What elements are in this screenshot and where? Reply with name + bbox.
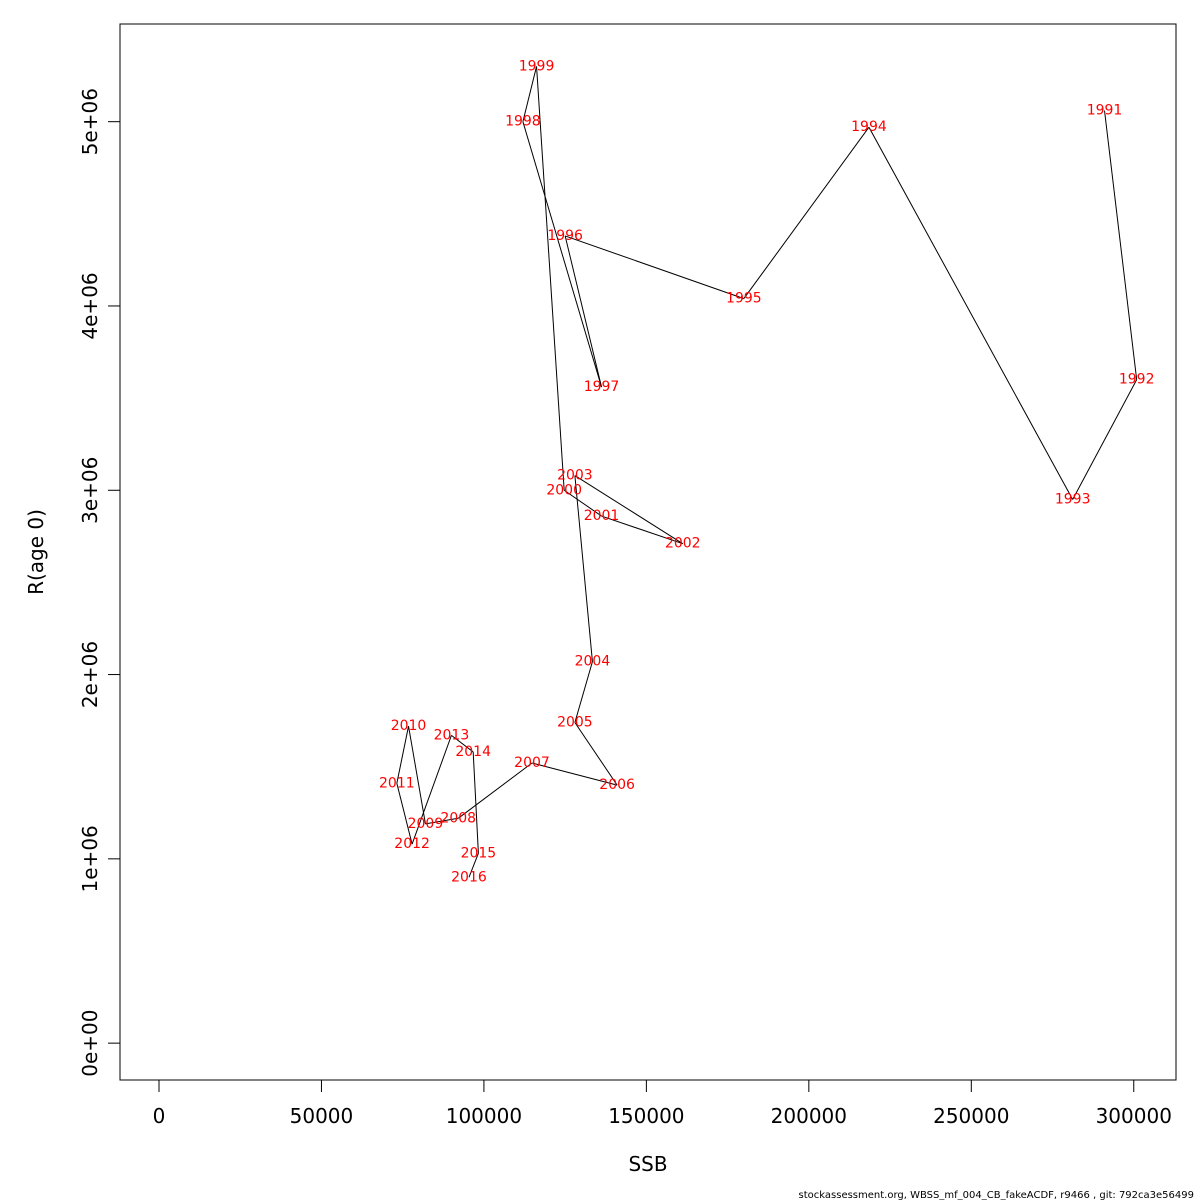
series-segment bbox=[531, 762, 618, 786]
point-label-2005: 2005 bbox=[557, 714, 593, 730]
point-label-1992: 1992 bbox=[1119, 372, 1155, 388]
point-label-2008: 2008 bbox=[440, 810, 476, 826]
x-axis-title: SSB bbox=[628, 1152, 667, 1176]
point-labels: 1991 1992 1993 1994 1995 1996 1997 1998 1999 2000… bbox=[379, 58, 1154, 885]
series-segment bbox=[868, 126, 1074, 500]
point-label-2002: 2002 bbox=[665, 536, 701, 552]
point-label-1996: 1996 bbox=[547, 228, 583, 244]
point-label-2009: 2009 bbox=[408, 816, 444, 832]
x-tick-label: 50000 bbox=[290, 1104, 354, 1128]
y-axis: 0e+00 1e+06 2e+06 3e+06 4e+06 5e+06 bbox=[78, 88, 121, 1077]
point-label-2016: 2016 bbox=[451, 869, 487, 885]
point-label-2004: 2004 bbox=[575, 654, 611, 670]
point-label-1995: 1995 bbox=[726, 291, 762, 307]
point-label-2015: 2015 bbox=[461, 845, 497, 861]
series-segment bbox=[425, 817, 459, 825]
series-segment bbox=[574, 661, 593, 723]
y-tick-label: 5e+06 bbox=[78, 88, 102, 155]
series-segment bbox=[536, 66, 565, 491]
plot-frame bbox=[119, 23, 1177, 1081]
x-tick-label: 0 bbox=[153, 1104, 166, 1128]
series-segment bbox=[451, 734, 474, 753]
series-segment bbox=[468, 853, 479, 878]
y-tick-label: 0e+00 bbox=[78, 1010, 102, 1077]
series-segment bbox=[408, 726, 426, 824]
y-tick-label: 3e+06 bbox=[78, 457, 102, 524]
point-label-2000: 2000 bbox=[546, 482, 582, 498]
point-label-2006: 2006 bbox=[599, 777, 635, 793]
point-label-2007: 2007 bbox=[514, 755, 550, 771]
point-label-1993: 1993 bbox=[1055, 491, 1091, 507]
x-tick-label: 300000 bbox=[1096, 1104, 1172, 1128]
y-axis-title: R(age 0) bbox=[24, 509, 48, 595]
series-line bbox=[396, 66, 1138, 878]
point-label-2003: 2003 bbox=[557, 468, 593, 484]
point-label-1994: 1994 bbox=[851, 119, 887, 135]
series-segment bbox=[411, 735, 452, 845]
series-segment bbox=[564, 235, 603, 388]
point-label-1991: 1991 bbox=[1087, 103, 1123, 119]
series-segment bbox=[564, 235, 745, 300]
point-label-1999: 1999 bbox=[519, 58, 555, 74]
series-segment bbox=[601, 515, 683, 545]
series-segment bbox=[574, 722, 618, 786]
series-segment bbox=[472, 751, 479, 854]
series-segment bbox=[522, 121, 603, 388]
series-segment bbox=[522, 66, 538, 122]
x-tick-label: 250000 bbox=[933, 1104, 1009, 1128]
point-label-2014: 2014 bbox=[455, 744, 491, 760]
x-tick-label: 100000 bbox=[446, 1104, 522, 1128]
series-segment bbox=[563, 489, 602, 517]
y-tick-label: 1e+06 bbox=[78, 825, 102, 892]
series-segment bbox=[396, 783, 413, 845]
series-segment bbox=[457, 762, 533, 819]
series-segment bbox=[396, 726, 410, 784]
series-segment bbox=[1072, 379, 1138, 500]
series-segment bbox=[574, 475, 593, 662]
x-axis: 0 50000 100000 150000 200000 250000 300000 bbox=[153, 1079, 1172, 1128]
point-label-1998: 1998 bbox=[505, 114, 541, 130]
series-segment bbox=[1104, 110, 1138, 380]
point-label-2010: 2010 bbox=[391, 718, 427, 734]
series-segment bbox=[574, 475, 684, 545]
x-tick-label: 150000 bbox=[608, 1104, 684, 1128]
series-segment bbox=[743, 126, 870, 299]
x-tick-label: 200000 bbox=[771, 1104, 847, 1128]
footer-credit: stockassessment.org, WBSS_mf_004_CB_fake… bbox=[799, 1190, 1194, 1200]
point-label-2013: 2013 bbox=[434, 727, 470, 743]
point-label-2011: 2011 bbox=[379, 775, 415, 791]
point-label-2012: 2012 bbox=[394, 836, 430, 852]
y-tick-label: 2e+06 bbox=[78, 641, 102, 708]
point-label-1997: 1997 bbox=[584, 379, 620, 395]
y-tick-label: 4e+06 bbox=[78, 272, 102, 339]
point-label-2001: 2001 bbox=[584, 508, 620, 524]
